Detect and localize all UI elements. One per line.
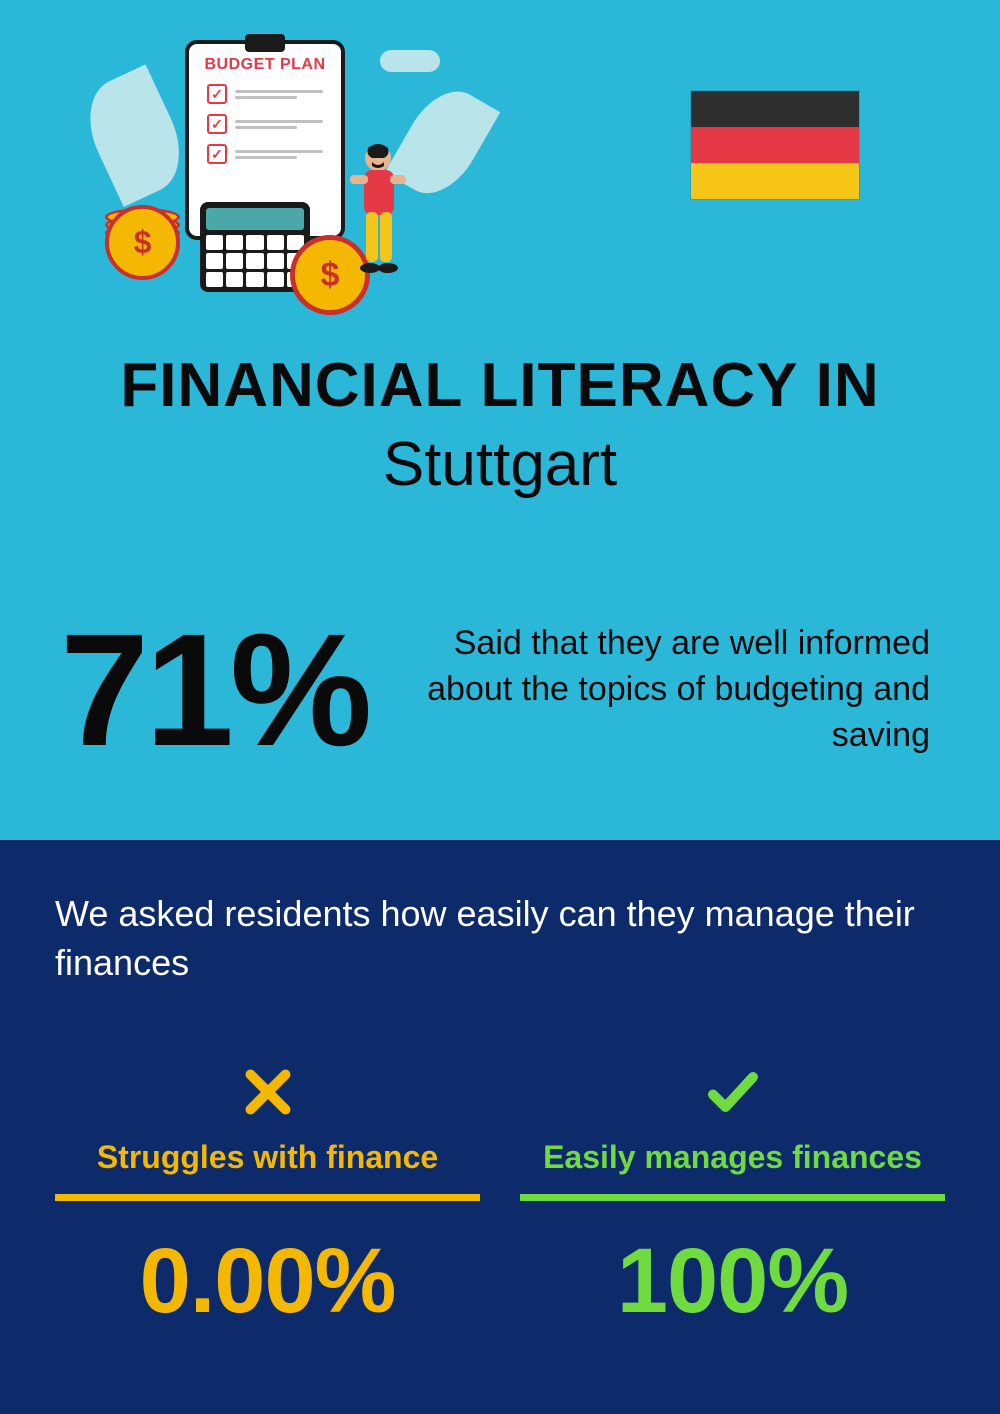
page-subtitle: Stuttgart <box>50 429 950 500</box>
germany-flag-icon <box>690 90 860 200</box>
checklist-row: ✓ <box>207 114 323 134</box>
checkbox-icon: ✓ <box>207 114 227 134</box>
manages-label: Easily manages finances <box>520 1139 945 1194</box>
divider <box>55 1194 480 1201</box>
checkbox-icon: ✓ <box>207 144 227 164</box>
manages-column: Easily manages finances 100% <box>520 1057 945 1334</box>
clipboard-clip <box>245 34 285 52</box>
main-stat-percent: 71% <box>60 610 368 770</box>
bottom-section: We asked residents how easily can they m… <box>0 840 1000 1414</box>
top-section: BUDGET PLAN ✓ ✓ ✓ <box>0 0 1000 840</box>
divider <box>520 1194 945 1201</box>
title-block: FINANCIAL LITERACY IN Stuttgart <box>50 350 950 500</box>
main-stat-row: 71% Said that they are well informed abo… <box>50 610 950 770</box>
flag-stripe-red <box>691 127 859 163</box>
checklist-row: ✓ <box>207 84 323 104</box>
flag-stripe-black <box>691 91 859 127</box>
coin-stack-icon: $ <box>105 218 180 280</box>
plant-leaf <box>73 64 196 207</box>
comparison-row: Struggles with finance 0.00% Easily mana… <box>55 1057 945 1334</box>
cross-icon <box>55 1057 480 1127</box>
struggles-label: Struggles with finance <box>55 1139 480 1194</box>
flag-stripe-gold <box>691 163 859 199</box>
survey-question: We asked residents how easily can they m… <box>55 890 945 987</box>
page-title: FINANCIAL LITERACY IN <box>50 350 950 421</box>
main-stat-description: Said that they are well informed about t… <box>418 621 940 759</box>
cloud-shape <box>380 50 440 72</box>
struggles-value: 0.00% <box>55 1229 480 1334</box>
checkbox-icon: ✓ <box>207 84 227 104</box>
person-icon <box>340 140 410 285</box>
check-icon <box>520 1057 945 1127</box>
struggles-column: Struggles with finance 0.00% <box>55 1057 480 1334</box>
budget-illustration: BUDGET PLAN ✓ ✓ ✓ <box>90 30 470 310</box>
clipboard-title: BUDGET PLAN <box>189 56 341 74</box>
manages-value: 100% <box>520 1229 945 1334</box>
checklist-row: ✓ <box>207 144 323 164</box>
